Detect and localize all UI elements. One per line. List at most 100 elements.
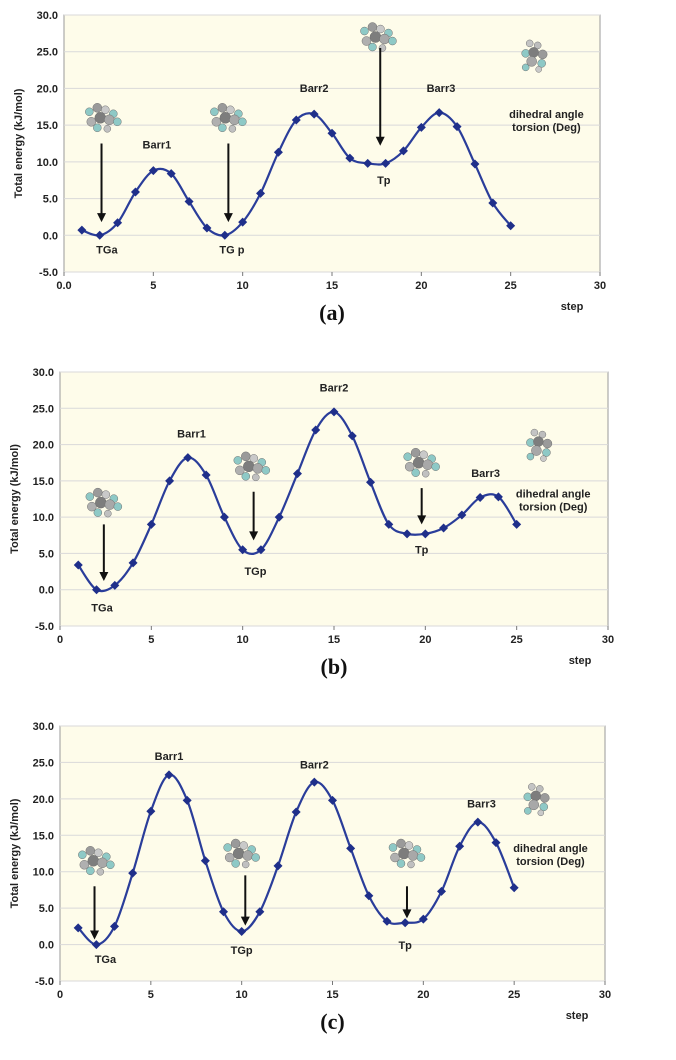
data-point	[488, 198, 498, 208]
x-tick-label: 15	[328, 634, 340, 646]
data-point	[470, 159, 480, 169]
atom	[94, 848, 103, 858]
atom	[407, 850, 419, 861]
atom	[238, 117, 247, 127]
data-point	[311, 425, 321, 435]
atom	[219, 112, 232, 124]
atom	[376, 24, 385, 34]
data-point	[148, 166, 158, 176]
y-tick-label: -5.0	[35, 976, 54, 988]
annotation-label: Barr1	[143, 140, 172, 152]
data-point	[364, 891, 374, 901]
atom	[411, 468, 420, 477]
atom	[540, 455, 547, 462]
x-tick-label: 15	[326, 280, 338, 292]
y-tick-label: 15.0	[37, 120, 58, 132]
y-tick-label: 25.0	[33, 757, 54, 769]
chart-panel-b: -5.0 0.0 5.0 10.0 15.0 20.0 25.0 30.0 0 5 10 15 20 25…	[0, 350, 676, 705]
atom	[97, 857, 108, 869]
atom	[390, 852, 400, 863]
annotation-label: TG p	[219, 245, 244, 257]
atom	[217, 103, 228, 113]
molecule-icon	[85, 487, 123, 518]
data-point	[475, 493, 485, 503]
atom	[533, 436, 544, 447]
x-tick-label: 25	[505, 280, 517, 292]
atom	[526, 438, 535, 447]
x-axis-title: step	[566, 1010, 589, 1022]
atom	[104, 114, 115, 126]
data-point	[273, 147, 283, 157]
atom	[218, 123, 227, 133]
arrow-head	[417, 515, 427, 525]
atom	[230, 838, 241, 849]
data-point	[506, 221, 516, 231]
arrow-head	[99, 572, 109, 582]
data-point	[73, 560, 83, 570]
x-tick-label: 20	[417, 989, 429, 1001]
y-tick-label: 30.0	[33, 721, 54, 733]
data-point	[381, 158, 391, 168]
x-tick-label: 10	[236, 989, 248, 1001]
atom	[113, 502, 123, 511]
annotation-label: Tp	[377, 175, 391, 187]
data-point	[309, 109, 319, 119]
data-point	[128, 868, 138, 878]
atom	[412, 456, 425, 469]
atom	[85, 846, 96, 856]
data-point	[366, 477, 376, 487]
atom	[226, 105, 235, 115]
panel-label: (b)	[321, 654, 348, 679]
atom	[101, 105, 110, 115]
x-tick-label: 0.0	[56, 280, 71, 292]
data-point	[201, 470, 211, 480]
arrow-head	[402, 909, 412, 919]
atom	[530, 428, 539, 437]
atom	[533, 41, 542, 50]
atom	[95, 496, 107, 509]
data-point	[491, 838, 501, 848]
data-point	[455, 841, 465, 851]
atom	[539, 802, 549, 812]
plot-area	[59, 725, 606, 982]
y-tick-label: 30.0	[37, 10, 58, 22]
y-tick-label: 25.0	[33, 403, 54, 415]
arrow-head	[97, 213, 107, 223]
atom	[404, 461, 415, 472]
y-axis-title: Total energy (kJ/mol)	[9, 798, 21, 908]
x-tick-label: 15	[326, 989, 338, 1001]
data-point	[345, 153, 355, 163]
atom	[229, 114, 240, 126]
atom	[361, 36, 372, 46]
annotation-label: Barr2	[320, 383, 349, 395]
annotation-label: TGa	[91, 602, 113, 614]
side-note-line: dihedral angle	[516, 489, 591, 501]
x-tick-label: 5	[148, 634, 154, 646]
atom	[228, 125, 237, 133]
data-point	[493, 492, 503, 502]
data-point	[165, 476, 175, 486]
y-tick-label: 5.0	[39, 548, 54, 560]
atom	[252, 463, 264, 474]
data-point	[95, 230, 105, 240]
atom	[92, 103, 103, 113]
y-tick-label: 0.0	[43, 230, 58, 242]
atom	[242, 850, 253, 861]
x-tick-label: 10	[237, 280, 249, 292]
y-tick-label: 25.0	[37, 47, 58, 59]
data-point	[382, 916, 392, 926]
atom	[87, 855, 100, 867]
atom	[422, 459, 433, 470]
data-point	[164, 770, 174, 780]
data-point	[347, 431, 357, 441]
data-point	[77, 225, 87, 235]
atom	[251, 853, 260, 862]
data-point	[91, 940, 101, 950]
atom	[249, 454, 259, 463]
y-tick-label: 20.0	[33, 440, 54, 452]
y-tick-label: 30.0	[33, 367, 54, 379]
atom	[523, 792, 533, 802]
y-tick-label: 0.0	[39, 940, 54, 952]
atom	[104, 499, 116, 510]
arrow-head	[90, 930, 100, 940]
